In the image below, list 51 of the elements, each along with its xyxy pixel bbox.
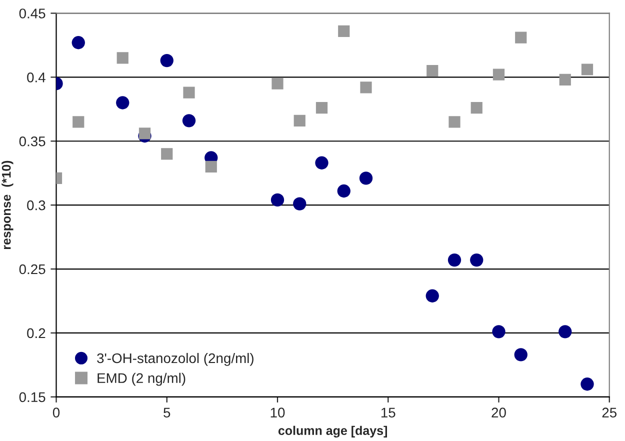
point xyxy=(426,289,439,302)
point xyxy=(272,78,284,90)
point xyxy=(161,148,173,160)
point xyxy=(160,54,174,68)
point xyxy=(116,52,128,64)
point xyxy=(293,197,306,210)
point xyxy=(492,325,506,338)
point xyxy=(72,36,85,50)
x-tick-label: 15 xyxy=(381,408,396,418)
point xyxy=(470,102,482,114)
point xyxy=(72,116,84,128)
point xyxy=(359,172,373,185)
y-tick-label: 0.15 xyxy=(19,392,46,402)
point xyxy=(514,348,528,362)
y-tick-label: 0.3 xyxy=(27,200,46,210)
y-tick-label: 0.25 xyxy=(19,264,46,274)
point xyxy=(470,253,484,267)
y-tick-label: 0.4 xyxy=(27,72,46,82)
point xyxy=(338,25,350,37)
point xyxy=(182,114,196,128)
point xyxy=(337,184,350,198)
legend-label: EMD (2 ng/ml) xyxy=(98,372,186,386)
point xyxy=(448,116,460,128)
point xyxy=(315,156,328,170)
x-tick-label: 20 xyxy=(492,408,506,418)
point xyxy=(360,82,372,94)
point xyxy=(294,114,306,126)
point xyxy=(116,96,130,110)
y-tick-label: 0.2 xyxy=(27,328,46,338)
y-tick-label: 0.35 xyxy=(19,136,46,146)
point xyxy=(270,193,284,207)
point xyxy=(316,102,328,114)
x-axis-title: column age [days] xyxy=(278,426,387,438)
x-tick-label: 25 xyxy=(602,408,617,418)
point xyxy=(515,32,527,44)
point xyxy=(559,74,571,86)
x-tick-label: 5 xyxy=(164,408,170,418)
point xyxy=(581,64,594,76)
point xyxy=(183,86,195,98)
point xyxy=(426,64,438,77)
point xyxy=(448,253,462,267)
point xyxy=(138,128,151,140)
y-axis-title: response (*10) xyxy=(2,160,14,250)
point xyxy=(580,378,594,391)
x-tick-label: 10 xyxy=(270,408,285,418)
y-tick-label: 0.45 xyxy=(19,8,46,18)
legend-label: 3'-OH-stanozolol (2ng/ml) xyxy=(97,352,254,366)
x-tick-label: 0 xyxy=(52,408,60,418)
point xyxy=(205,160,217,173)
point xyxy=(492,68,505,80)
point xyxy=(558,325,572,338)
